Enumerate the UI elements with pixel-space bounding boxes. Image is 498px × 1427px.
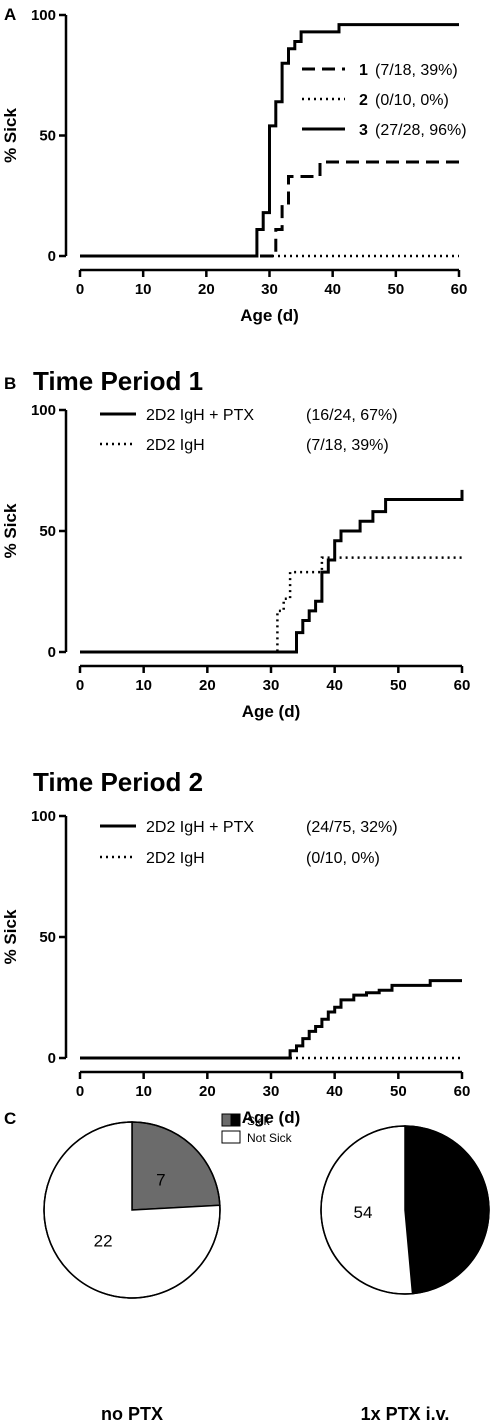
series-line [80, 23, 459, 258]
x-tick-label: 60 [451, 281, 468, 298]
y-tick-label: 50 [39, 523, 56, 540]
x-tick-label: 40 [324, 281, 341, 298]
panel-letter-a: A [4, 5, 16, 24]
pie-caption: no PTX [101, 1404, 163, 1424]
x-tick-label: 30 [263, 1083, 280, 1100]
legend-swatch-not-sick [221, 1130, 241, 1144]
y-tick-label: 50 [39, 128, 56, 145]
pie-legend: Sick Not Sick [221, 1113, 293, 1145]
legend-series-name: 2D2 IgH [146, 850, 205, 867]
x-tick-label: 60 [454, 1083, 471, 1100]
legend-entry: 2D2 IgH + PTX (24/75, 32%) [100, 819, 398, 836]
pie-no-ptx: 7 22 no PTX [43, 1121, 221, 1424]
series-line [80, 979, 462, 1060]
legend-series-name: 1 [359, 62, 368, 79]
x-tick-label: 10 [135, 281, 152, 298]
pie-outline [43, 1121, 221, 1299]
legend-swatch-sick-gray [221, 1113, 232, 1127]
x-tick-label: 50 [390, 1083, 407, 1100]
legend-entry: Not Sick [221, 1130, 293, 1145]
x-tick-label: 40 [326, 1083, 343, 1100]
legend-series-detail: (0/10, 0%) [306, 850, 380, 867]
legend-entry: 2D2 IgH (7/18, 39%) [100, 437, 389, 454]
x-axis-label: Age (d) [242, 1108, 301, 1127]
x-tick-label: 20 [198, 281, 215, 298]
slice-label-not-sick: 54 [354, 1203, 373, 1222]
slice-label-sick: 7 [156, 1171, 165, 1190]
legend-series-detail: (27/28, 96%) [375, 122, 467, 139]
pie-slice-sick [131, 1121, 221, 1211]
x-tick-label: 10 [135, 1083, 152, 1100]
legend-label-not-sick: Not Sick [247, 1131, 293, 1145]
legend-series-detail: (7/18, 39%) [306, 437, 389, 454]
x-tick-label: 60 [454, 677, 471, 694]
chart-time-period-2: 0 10 20 30 40 50 60 0 50 100 Age (d) % Sick 2D2 I… [1, 808, 470, 1127]
x-tick-label: 10 [135, 677, 152, 694]
y-tick-label: 100 [31, 402, 56, 419]
period-2-title: Time Period 2 [33, 767, 203, 797]
x-tick-label: 0 [76, 677, 84, 694]
x-tick-label: 30 [263, 677, 280, 694]
slice-label-sick: 51 [438, 1199, 457, 1218]
legend-series-name: 2D2 IgH + PTX [146, 819, 254, 836]
y-tick-label: 50 [39, 929, 56, 946]
legend-entry: 1 (7/18, 39%) [302, 62, 458, 79]
y-axis-label: % Sick [1, 503, 20, 558]
legend-series-detail: (0/10, 0%) [375, 92, 449, 109]
pie-caption: 1x PTX i.v. [361, 1404, 450, 1424]
legend-entry: Sick [221, 1113, 271, 1128]
x-axis-label: Age (d) [242, 702, 301, 721]
pie-outline [320, 1125, 490, 1295]
x-tick-label: 50 [390, 677, 407, 694]
x-tick-label: 40 [326, 677, 343, 694]
y-axis-label: % Sick [1, 909, 20, 964]
y-tick-label: 0 [48, 248, 56, 265]
pie-1x-ptx-iv: 51 54 1x PTX i.v. [320, 1125, 490, 1424]
period-1-title: Time Period 1 [33, 366, 203, 396]
x-axis-label: Age (d) [240, 306, 299, 325]
chart-a: 0 10 20 30 40 50 60 0 50 100 Age (d) % Sick 1 (7/… [1, 7, 467, 325]
pie-charts: 7 22 no PTX 51 54 1x PTX i.v. Sick Not S… [43, 1113, 490, 1424]
y-tick-label: 100 [31, 808, 56, 825]
legend-swatch-sick-black [230, 1113, 241, 1127]
x-tick-label: 20 [199, 677, 216, 694]
legend-series-name: 2 [359, 92, 368, 109]
legend-entry: 2 (0/10, 0%) [302, 92, 449, 109]
legend-entry: 2D2 IgH (0/10, 0%) [100, 850, 380, 867]
slice-label-not-sick: 22 [94, 1232, 113, 1251]
x-tick-label: 20 [199, 1083, 216, 1100]
chart-time-period-1: 0 10 20 30 40 50 60 0 50 100 Age (d) % Sick 2D2 I… [1, 402, 470, 721]
legend-series-detail: (7/18, 39%) [375, 62, 458, 79]
x-tick-label: 50 [387, 281, 404, 298]
series-line [80, 489, 464, 654]
legend-series-detail: (16/24, 67%) [306, 407, 398, 424]
series-line [80, 556, 462, 654]
series-line [80, 160, 459, 258]
legend-entry: 2D2 IgH + PTX (16/24, 67%) [100, 407, 398, 424]
panel-letter-c: C [4, 1109, 16, 1128]
legend-label-sick: Sick [247, 1114, 271, 1128]
legend-series-name: 2D2 IgH [146, 437, 205, 454]
legend-entry: 3 (27/28, 96%) [302, 122, 467, 139]
x-tick-label: 0 [76, 281, 84, 298]
y-tick-label: 0 [48, 1050, 56, 1067]
legend-series-name: 2D2 IgH + PTX [146, 407, 254, 424]
legend-series-detail: (24/75, 32%) [306, 819, 398, 836]
panel-letter-b: B [4, 374, 16, 393]
y-tick-label: 0 [48, 644, 56, 661]
x-tick-label: 0 [76, 1083, 84, 1100]
y-tick-label: 100 [31, 7, 56, 24]
y-axis-label: % Sick [1, 108, 20, 163]
x-tick-label: 30 [261, 281, 278, 298]
legend-series-name: 3 [359, 122, 368, 139]
